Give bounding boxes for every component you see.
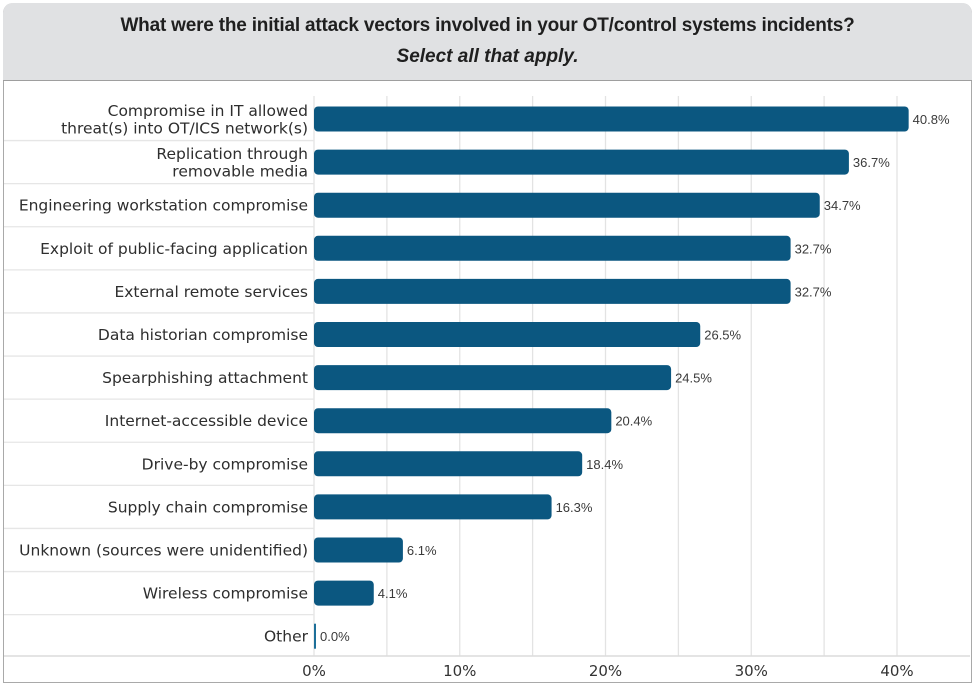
chart-header: What were the initial attack vectors inv… <box>3 3 972 81</box>
value-label: 16.3% <box>556 500 593 515</box>
value-labels: 40.8% 36.7% 34.7% 32.7% 32.7% 26.5% 24.5% 20.4%… <box>320 112 950 644</box>
value-label: 40.8% <box>913 112 950 127</box>
category-label-line: Engineering workstation compromise <box>19 197 308 215</box>
category-label: Replication through removable media <box>156 145 308 181</box>
x-tick-label: 0% <box>302 662 326 680</box>
category-label: Internet-accessible device <box>105 412 308 430</box>
category-label-line: Compromise in IT allowed <box>108 102 308 120</box>
value-label: 32.7% <box>795 241 832 256</box>
category-labels: Compromise in IT allowed threat(s) into O… <box>19 102 309 646</box>
chart-title: What were the initial attack vectors inv… <box>120 15 855 36</box>
x-tick-label: 10% <box>443 662 476 680</box>
bar <box>314 494 552 520</box>
bar <box>314 580 374 606</box>
value-label: 20.4% <box>615 414 652 429</box>
category-label-line: Unknown (sources were unidentified) <box>19 542 308 560</box>
bar <box>314 322 701 347</box>
category-label: Wireless compromise <box>143 585 308 603</box>
category-label-line: Spearphishing attachment <box>102 369 308 387</box>
bar <box>314 365 672 391</box>
category-label-line: External remote services <box>114 283 308 301</box>
bars <box>314 106 909 649</box>
x-tick-label: 40% <box>880 662 913 680</box>
category-label-line: Data historian compromise <box>98 326 308 344</box>
category-label-line: Exploit of public-facing application <box>40 240 308 258</box>
category-label-line: threat(s) into OT/ICS network(s) <box>61 120 308 138</box>
bar <box>314 235 791 261</box>
value-label: 0.0% <box>320 629 350 644</box>
category-label-line: Drive-by compromise <box>142 455 308 473</box>
category-label-line: Internet-accessible device <box>105 412 308 430</box>
value-label: 34.7% <box>824 198 861 213</box>
x-axis-ticks: 0% 10% 20% 30% 40% <box>302 662 914 680</box>
value-label: 18.4% <box>586 457 623 472</box>
category-label: Unknown (sources were unidentified) <box>19 542 308 560</box>
value-label: 26.5% <box>704 328 741 343</box>
value-label: 6.1% <box>407 543 437 558</box>
category-label: Exploit of public-facing application <box>40 240 308 258</box>
bar <box>314 451 583 477</box>
value-label: 32.7% <box>795 284 832 299</box>
value-label: 4.1% <box>378 586 408 601</box>
x-tick-label: 30% <box>735 662 768 680</box>
bar <box>314 106 909 132</box>
chart-subtitle: Select all that apply. <box>396 46 579 67</box>
bar <box>314 623 316 649</box>
category-label: Drive-by compromise <box>142 455 308 473</box>
category-label: Data historian compromise <box>98 326 308 344</box>
category-label-line: Other <box>264 628 309 646</box>
category-label: Engineering workstation compromise <box>19 197 308 215</box>
category-label-line: removable media <box>172 163 308 181</box>
x-tick-label: 20% <box>589 662 622 680</box>
category-label: Compromise in IT allowed threat(s) into O… <box>61 102 308 138</box>
category-label: External remote services <box>114 283 308 301</box>
row-separators <box>4 139 314 616</box>
bar <box>314 192 820 218</box>
bar <box>314 278 791 304</box>
category-label-line: Replication through <box>156 145 308 163</box>
category-label: Spearphishing attachment <box>102 369 308 387</box>
category-label-line: Supply chain compromise <box>108 498 308 516</box>
bar <box>314 537 403 563</box>
category-label-line: Wireless compromise <box>143 585 308 603</box>
value-label: 24.5% <box>675 371 712 386</box>
category-label: Other <box>264 628 309 646</box>
bar <box>314 149 849 175</box>
category-label: Supply chain compromise <box>108 498 308 516</box>
value-label: 36.7% <box>853 155 890 170</box>
bar <box>314 408 612 434</box>
